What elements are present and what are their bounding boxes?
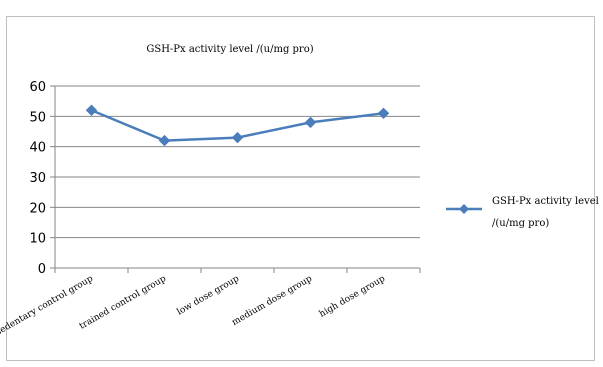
axes (50, 85, 421, 273)
gridlines (55, 85, 420, 239)
series-layer (85, 104, 390, 147)
data-point-2 (231, 131, 244, 144)
y-tick-label-40: 40 (29, 141, 46, 156)
y-tick-label-50: 50 (29, 110, 46, 125)
legend: GSH-Px activity level /(u/mg pro) (446, 196, 599, 229)
legend-label: GSH-Px activity level /(u/mg pro) (492, 196, 599, 229)
y-tick-label-30: 30 (29, 171, 46, 186)
data-point-0 (85, 104, 98, 116)
data-point-4 (377, 107, 390, 120)
legend-label-line-1: /(u/mg pro) (492, 218, 549, 229)
y-tick-label-60: 60 (29, 80, 46, 95)
legend-label-line-0: GSH-Px activity level (492, 196, 599, 207)
legend-marker (459, 204, 469, 214)
y-tick-label-10: 10 (29, 232, 46, 247)
data-point-3 (304, 116, 317, 129)
x-tick-label-2: low dose group (175, 274, 241, 318)
data-point-1 (158, 134, 171, 147)
y-tick-label-20: 20 (29, 201, 46, 216)
chart-title: GSH-Px activity level /(u/mg pro) (146, 44, 313, 55)
x-tick-label-3: medium dose group (230, 274, 314, 328)
x-tick-label-4: high dose group (318, 274, 387, 320)
y-tick-label-0: 0 (38, 262, 46, 277)
y-axis-tick-labels: 0 10 20 30 40 50 60 (29, 80, 46, 277)
chart-frame (6, 16, 595, 361)
